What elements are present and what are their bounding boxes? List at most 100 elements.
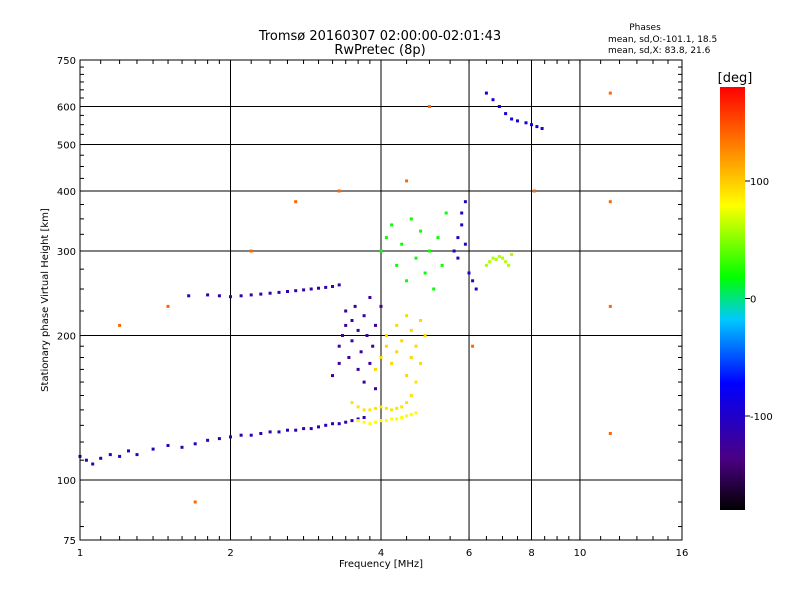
data-point [135,453,139,457]
data-point [249,293,253,297]
data-point [317,425,320,429]
data-point [337,361,341,365]
y-tick-label: 100 [57,476,76,487]
data-point [268,430,272,434]
data-point [239,433,243,437]
chart-title: Tromsø 20160307 02:00:00-02:01:43 [258,29,501,44]
data-point [350,419,354,423]
data-point [390,361,394,365]
data-point [467,271,471,275]
data-point [510,117,514,121]
data-point [423,334,427,337]
data-point [497,105,501,108]
data-point [374,387,377,391]
grid-lines [80,60,682,540]
data-point [127,449,130,453]
data-point [331,285,334,288]
data-point [344,420,348,424]
data-point [535,125,539,129]
data-point [405,401,409,405]
data-point [337,422,341,426]
data-point [362,420,366,424]
data-point [456,256,460,260]
data-point [491,98,495,102]
data-point [324,285,328,289]
data-point [379,249,383,253]
data-point [419,319,423,322]
data-point [516,119,519,123]
data-point [368,296,372,299]
data-point [193,500,197,504]
data-point [337,189,341,193]
data-point [91,462,95,466]
data-point [504,112,508,116]
data-point [239,294,243,298]
data-point [374,323,377,327]
data-point [341,334,344,337]
data-point [331,374,334,378]
data-point [180,445,184,449]
data-point [356,405,360,409]
data-point [374,420,377,424]
data-point [368,361,372,365]
data-point [193,442,197,446]
phases-legend-line-o: mean, sd,O:-101.1, 18.5 [608,35,717,45]
data-point [390,408,394,412]
data-point [414,411,418,415]
data-point [436,236,440,240]
chart-subtitle: RwPretec (8p) [334,43,425,58]
data-point [405,374,409,378]
data-point [409,217,413,221]
data-point [166,304,170,308]
data-point [379,356,383,359]
data-point [432,287,436,291]
data-point [428,249,431,253]
data-point [294,428,298,432]
data-point [504,260,508,264]
data-point [507,263,511,267]
data-point [419,229,423,233]
x-axis-ticks: 1 2 4 6 8 10 16 [77,60,688,559]
data-point [206,438,210,442]
data-point [608,91,612,95]
data-point [302,427,306,431]
colorbar-tick-label: 100 [750,177,769,188]
x-tick-label: 1 [77,548,83,559]
data-point [374,367,377,371]
data-point [608,432,612,435]
data-point [286,290,289,293]
data-point [405,279,409,283]
data-point [428,105,431,108]
data-point [324,423,328,427]
data-point [108,453,112,457]
data-point [471,279,475,283]
data-point [484,91,488,95]
data-point [379,419,383,423]
data-point [395,263,399,267]
data-point [510,253,514,256]
data-point [317,286,320,290]
data-point [463,242,467,246]
data-point [405,179,409,183]
data-point [356,367,360,371]
data-point [337,344,341,348]
data-point [384,344,388,348]
data-point [409,356,413,359]
data-point [229,295,232,299]
colorbar-tick-label: -100 [750,412,773,423]
y-tick-label: 750 [57,56,76,67]
data-point [356,328,360,332]
data-point [118,454,122,458]
x-tick-label: 6 [466,548,472,559]
data-point [414,256,418,260]
data-point [350,339,354,343]
data-point [419,361,423,365]
data-point [494,258,498,261]
data-point [474,287,478,291]
data-point [384,236,388,240]
data-point [294,200,298,204]
data-point [84,458,88,462]
data-point [384,406,388,410]
data-point [368,422,372,426]
y-axis-ticks: 75 100 200 300 400 500 600 750 [57,56,682,547]
